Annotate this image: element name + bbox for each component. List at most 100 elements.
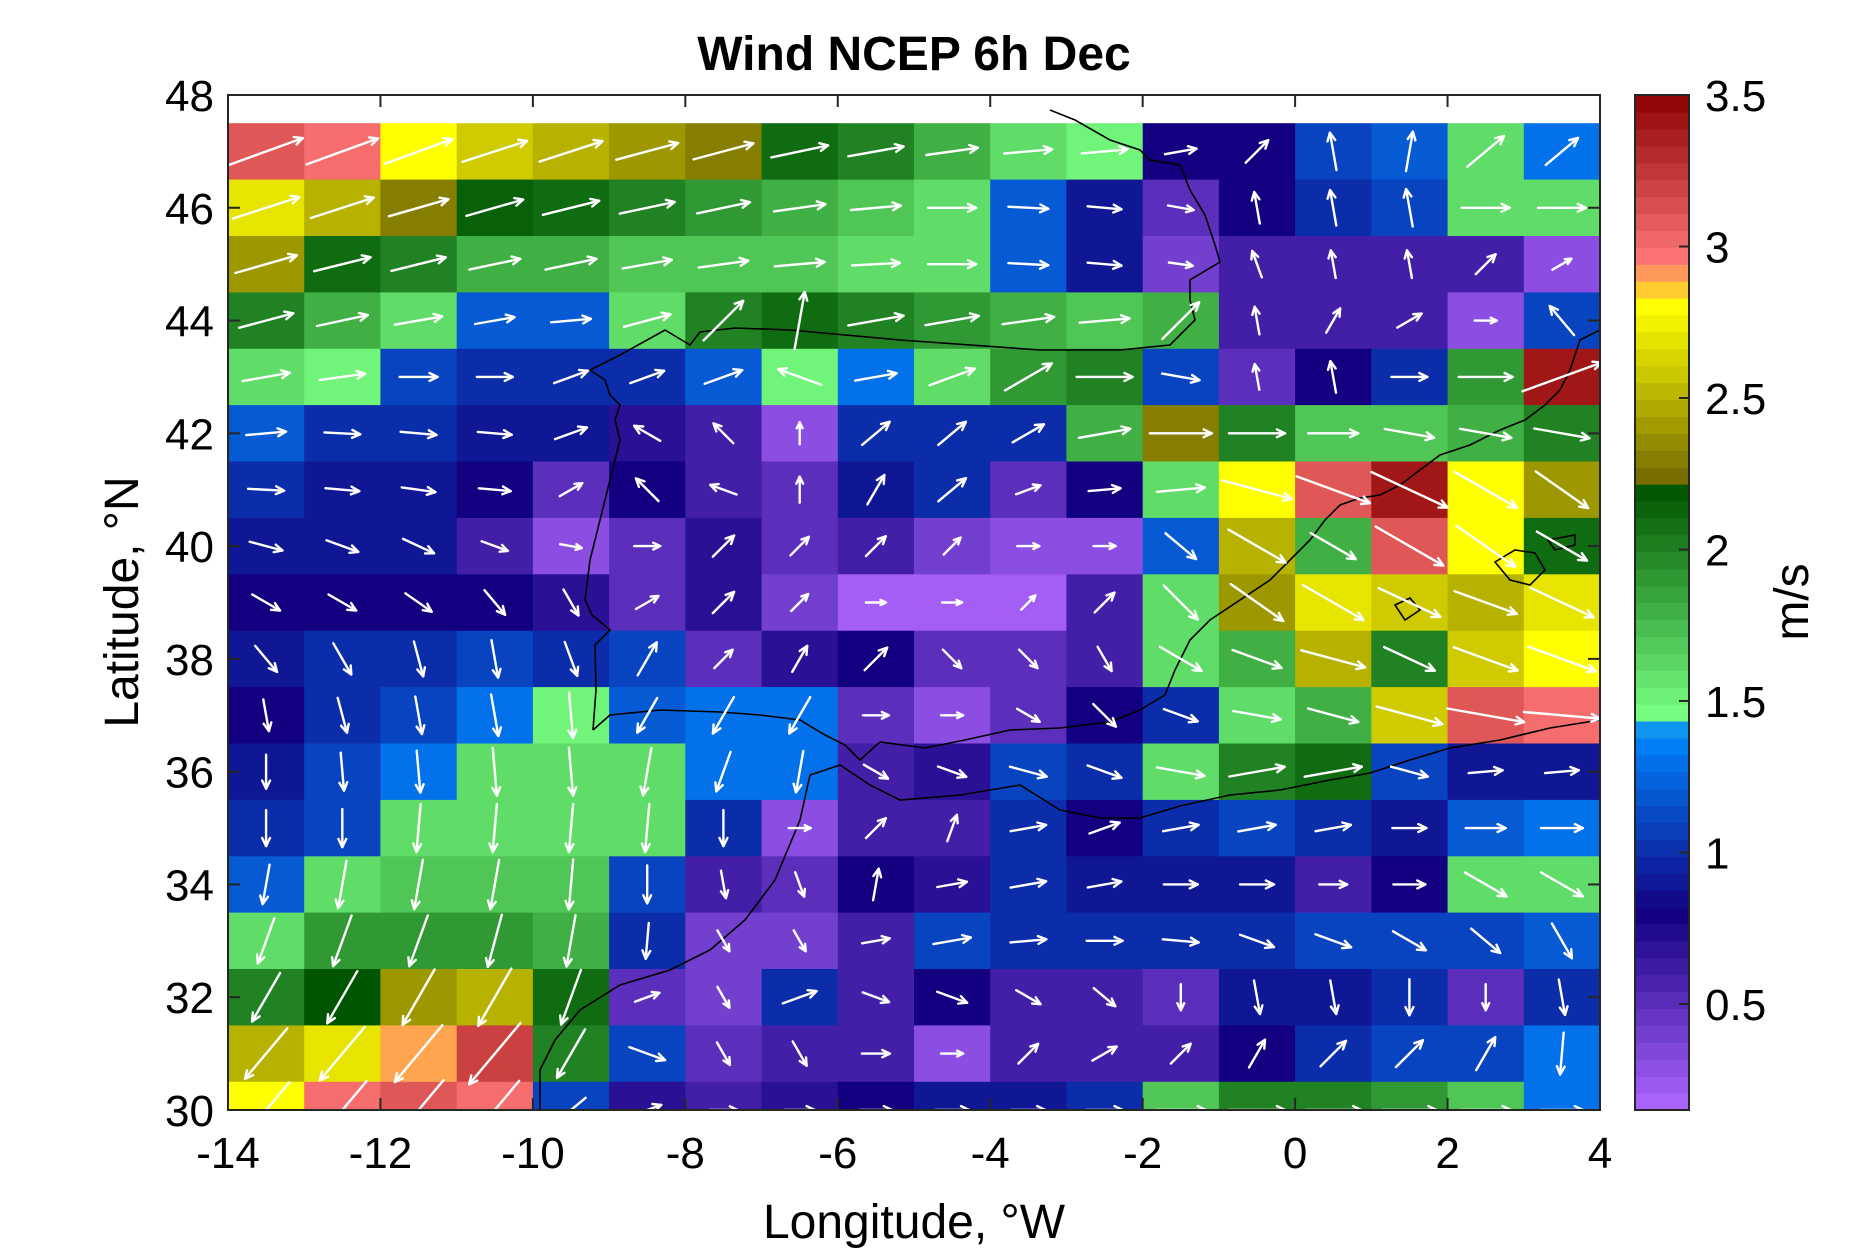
wind-arrow — [400, 485, 437, 496]
wind-arrow — [336, 696, 350, 734]
wind-arrow — [477, 485, 512, 496]
wind-arrow — [1394, 1038, 1425, 1069]
wind-arrow — [552, 368, 590, 385]
wind-arrow — [234, 252, 299, 275]
wind-arrow — [629, 368, 666, 385]
colorbar-band — [1635, 298, 1689, 316]
wind-arrow — [1374, 525, 1445, 567]
wind-arrow — [563, 640, 580, 677]
wind-arrow — [1539, 871, 1584, 898]
wind-arrow — [1551, 257, 1573, 271]
wind-arrow — [559, 543, 583, 551]
wind-arrow — [864, 535, 887, 558]
colorbar-band — [1635, 704, 1689, 722]
wind-arrow — [1227, 528, 1287, 564]
colorbar-band — [1635, 923, 1689, 942]
x-tick-label: -10 — [501, 1129, 565, 1178]
wind-arrow — [483, 589, 507, 616]
wind-arrow — [708, 1105, 739, 1110]
wind-arrow — [1088, 820, 1121, 835]
wind-arrow — [1521, 360, 1600, 393]
wind-arrow — [480, 540, 510, 553]
wind-arrow — [318, 1025, 366, 1082]
wind-arrow — [1391, 822, 1428, 834]
wind-arrow — [1460, 202, 1511, 213]
colorbar-band — [1635, 670, 1689, 688]
wind-arrow — [790, 592, 810, 613]
wind-arrow — [338, 751, 349, 792]
wind-arrow — [926, 259, 978, 270]
wind-arrow — [781, 989, 818, 1005]
wind-arrow — [621, 256, 673, 270]
colorbar-band — [1635, 1042, 1689, 1060]
wind-arrow — [1009, 821, 1048, 833]
wind-arrow — [228, 135, 304, 166]
wind-arrow — [936, 878, 969, 889]
wind-arrow — [1001, 313, 1056, 326]
wind-arrow — [935, 990, 969, 1005]
colorbar-band — [1635, 991, 1689, 1010]
wind-arrow — [1457, 371, 1514, 383]
wind-arrow — [1459, 1104, 1512, 1110]
wind-arrow — [1086, 877, 1123, 889]
wind-arrow — [850, 258, 902, 269]
wind-arrow — [1303, 763, 1364, 778]
wind-arrow — [1463, 871, 1508, 898]
wind-arrow — [712, 422, 735, 445]
wind-arrow — [716, 985, 731, 1009]
y-tick-label: 36 — [165, 749, 214, 798]
wind-arrow — [393, 312, 444, 326]
wind-arrow — [1162, 584, 1199, 621]
wind-arrow — [1162, 879, 1200, 890]
colorbar-band — [1635, 230, 1689, 248]
wind-arrow — [1166, 204, 1195, 214]
wind-arrow — [640, 802, 651, 854]
wind-arrow — [791, 644, 809, 674]
wind-arrow — [1327, 249, 1337, 280]
colorbar-band — [1635, 737, 1689, 756]
wind-arrow — [1228, 763, 1286, 778]
wind-arrow — [792, 929, 807, 953]
wind-arrow — [399, 429, 438, 440]
wind-arrow — [1162, 707, 1199, 724]
wind-arrow — [484, 913, 503, 969]
wind-arrow — [1008, 765, 1048, 780]
wind-arrow — [1319, 1039, 1348, 1068]
wind-arrow — [467, 1021, 522, 1086]
wind-cell — [990, 1081, 1067, 1110]
wind-arrow — [383, 136, 454, 165]
wind-arrow — [776, 367, 823, 386]
colorbar-band — [1635, 568, 1689, 587]
colorbar-band — [1635, 602, 1689, 620]
wind-cell — [1142, 1081, 1220, 1110]
wind-arrow — [401, 968, 436, 1027]
wind-arrow — [1237, 821, 1277, 833]
wind-arrow — [925, 143, 980, 157]
wind-arrow — [1164, 532, 1198, 561]
wind-arrow — [1466, 134, 1506, 169]
colorbar-band — [1635, 636, 1689, 654]
wind-cell — [1066, 1081, 1144, 1110]
wind-arrow — [692, 140, 755, 161]
wind-arrow — [493, 1079, 521, 1110]
x-tick-label: -8 — [666, 1129, 705, 1178]
wind-arrow — [861, 991, 891, 1005]
wind-arrow — [642, 864, 653, 905]
wind-arrow — [1015, 989, 1042, 1006]
wind-arrow — [709, 482, 738, 496]
wind-arrow — [772, 200, 827, 213]
wind-arrow — [331, 914, 353, 968]
wind-arrow — [1453, 590, 1518, 616]
colorbar-band — [1635, 1008, 1689, 1026]
wind-arrow — [1317, 879, 1349, 890]
wind-arrow — [340, 1079, 368, 1110]
wind-arrow — [1087, 483, 1122, 495]
wind-arrow — [1324, 307, 1342, 334]
wind-arrow — [490, 639, 502, 679]
colorbar-band — [1635, 1059, 1689, 1077]
y-axis-label: Latitude, °N — [96, 476, 149, 727]
colorbar-band — [1635, 145, 1689, 164]
wind-arrow — [711, 534, 736, 558]
wind-arrow — [1543, 765, 1581, 776]
colorbar-band — [1635, 720, 1689, 739]
